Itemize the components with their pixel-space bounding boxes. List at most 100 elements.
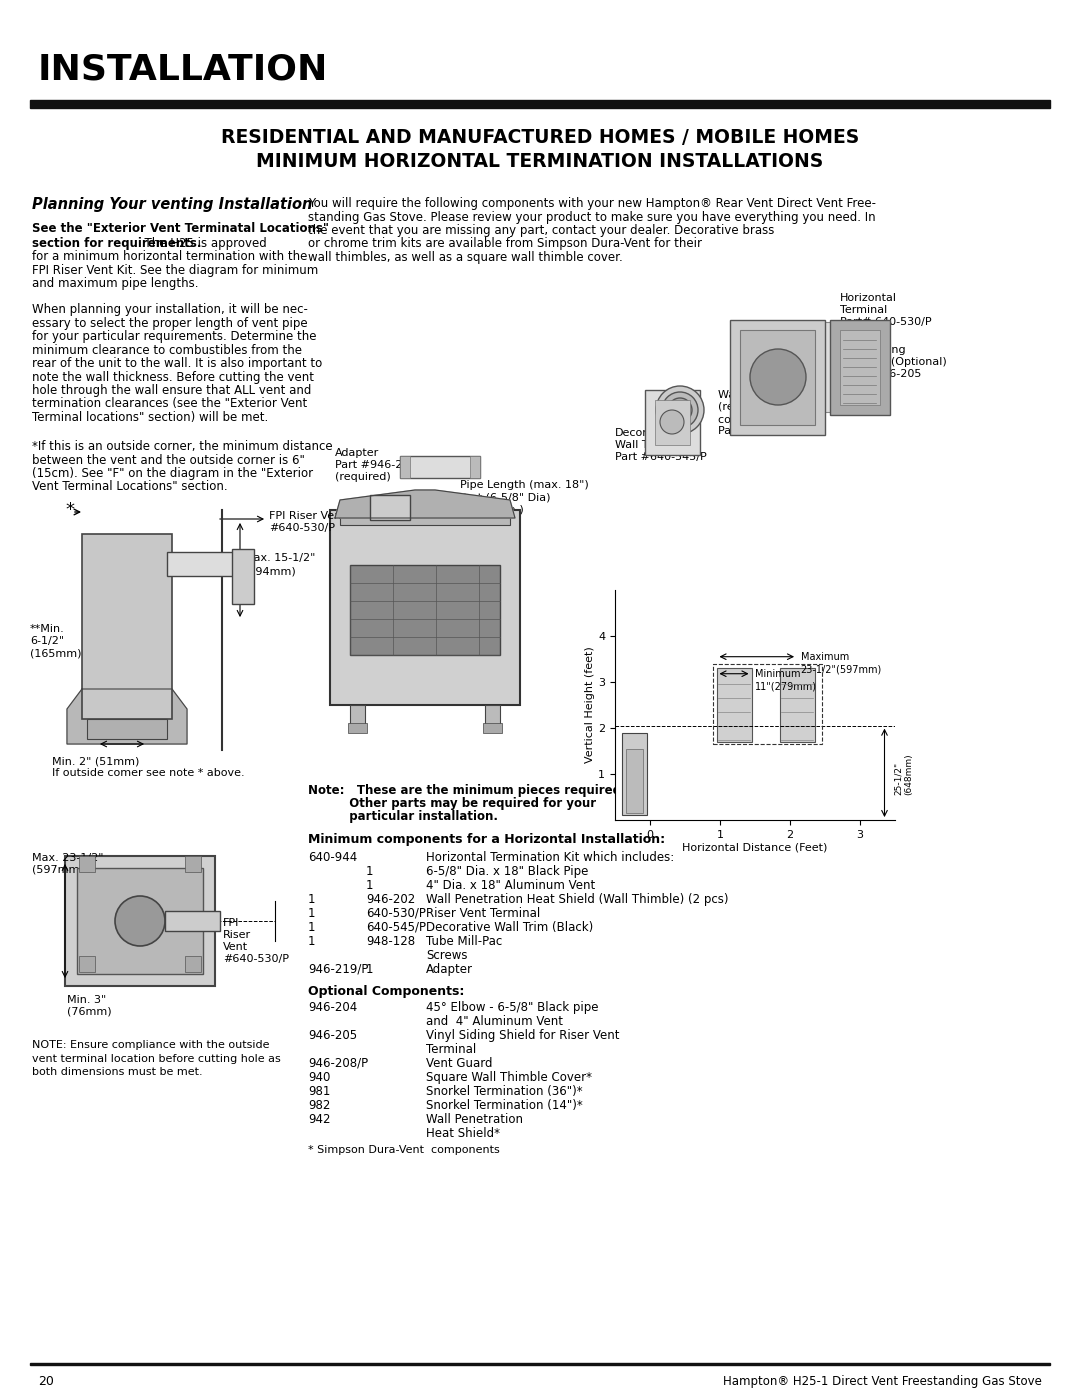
Circle shape — [662, 393, 698, 427]
Bar — [483, 724, 502, 733]
Text: 640-530/P: 640-530/P — [366, 907, 426, 921]
Text: See the "Exterior Vent Terminatal Locations": See the "Exterior Vent Terminatal Locati… — [32, 222, 329, 235]
Text: 1: 1 — [366, 879, 374, 893]
Bar — [30, 1363, 1050, 1365]
Text: (required): (required) — [335, 472, 391, 482]
Text: 6-1/2": 6-1/2" — [30, 636, 64, 645]
Bar — [77, 868, 203, 974]
Text: 640-545/P: 640-545/P — [366, 921, 426, 935]
Text: Min. 3": Min. 3" — [67, 995, 106, 1004]
Text: Screws: Screws — [426, 949, 468, 963]
Circle shape — [750, 349, 806, 405]
Text: 1: 1 — [366, 963, 374, 977]
Circle shape — [660, 409, 684, 434]
Text: 1: 1 — [308, 893, 315, 907]
Bar — [654, 400, 690, 446]
Text: Terminal locations" section) will be met.: Terminal locations" section) will be met… — [32, 411, 268, 425]
Text: Part# 640-530/P: Part# 640-530/P — [840, 317, 932, 327]
Bar — [400, 455, 410, 478]
Text: 982: 982 — [308, 1099, 330, 1112]
Bar — [30, 101, 1050, 108]
Text: 981: 981 — [308, 1085, 330, 1098]
Text: standing Gas Stove. Please review your product to make sure you have everything : standing Gas Stove. Please review your p… — [308, 211, 876, 224]
Bar — [822, 321, 887, 412]
Text: (394mm): (394mm) — [244, 566, 296, 576]
Text: Maximum: Maximum — [800, 652, 849, 662]
Text: Terminal: Terminal — [426, 1044, 476, 1056]
Text: Optional Components:: Optional Components: — [308, 985, 464, 997]
Text: 942: 942 — [308, 1113, 330, 1126]
Text: and maximum pipe lengths.: and maximum pipe lengths. — [32, 278, 199, 291]
Text: 946-204: 946-204 — [308, 1002, 357, 1014]
Text: Max. 15-1/2": Max. 15-1/2" — [244, 553, 315, 563]
Text: Adapter: Adapter — [426, 963, 473, 977]
Bar — [716, 668, 752, 742]
Text: or chrome trim kits are available from Simpson Dura-Vent for their: or chrome trim kits are available from S… — [308, 237, 702, 250]
Circle shape — [656, 386, 704, 434]
Text: Vinyl Siding: Vinyl Siding — [840, 345, 906, 355]
Text: (76mm): (76mm) — [67, 1007, 111, 1017]
Bar — [730, 320, 825, 434]
Text: Note:   These are the minimum pieces required.: Note: These are the minimum pieces requi… — [308, 784, 625, 798]
Text: Wall Thimble: Wall Thimble — [718, 390, 789, 400]
Bar — [348, 724, 367, 733]
Text: 20: 20 — [38, 1375, 54, 1389]
Text: Part #946-219/P: Part #946-219/P — [335, 460, 427, 469]
Text: * Simpson Dura-Vent  components: * Simpson Dura-Vent components — [308, 1146, 500, 1155]
Text: (15cm). See "F" on the diagram in the "Exterior: (15cm). See "F" on the diagram in the "E… — [32, 467, 313, 481]
Bar — [645, 390, 700, 455]
Bar — [840, 330, 880, 405]
Text: vent terminal location before cutting hole as: vent terminal location before cutting ho… — [32, 1053, 281, 1063]
Text: Vent Guard: Vent Guard — [426, 1058, 492, 1070]
Text: FPI Riser Vent Kit. See the diagram for minimum: FPI Riser Vent Kit. See the diagram for … — [32, 264, 319, 277]
Text: essary to select the proper length of vent pipe: essary to select the proper length of ve… — [32, 317, 308, 330]
Text: for a minimum horizontal termination with the: for a minimum horizontal termination wit… — [32, 250, 308, 264]
Text: Riser Vent Terminal: Riser Vent Terminal — [426, 907, 540, 921]
Text: Wall Penetration Heat Shield (Wall Thimble) (2 pcs): Wall Penetration Heat Shield (Wall Thimb… — [426, 893, 729, 907]
Bar — [79, 956, 95, 972]
Text: Tube Mill-Pac: Tube Mill-Pac — [426, 935, 502, 949]
Text: particular installation.: particular installation. — [308, 810, 498, 823]
Text: section for requirements.: section for requirements. — [32, 237, 202, 250]
Polygon shape — [335, 490, 515, 518]
Text: Minimum: Minimum — [755, 669, 800, 679]
Text: Decorative Wall Trim (Black): Decorative Wall Trim (Black) — [426, 921, 593, 935]
Text: note the wall thickness. Before cutting the vent: note the wall thickness. Before cutting … — [32, 370, 314, 384]
Text: rear of the unit to the wall. It is also important to: rear of the unit to the wall. It is also… — [32, 358, 322, 370]
Bar — [167, 552, 247, 576]
Text: 11"(279mm): 11"(279mm) — [755, 682, 816, 692]
Text: MINIMUM HORIZONTAL TERMINATION INSTALLATIONS: MINIMUM HORIZONTAL TERMINATION INSTALLAT… — [256, 152, 824, 170]
Bar — [232, 549, 254, 604]
Text: 946-208/P: 946-208/P — [308, 1058, 368, 1070]
Bar — [350, 705, 365, 725]
Text: RESIDENTIAL AND MANUFACTURED HOMES / MOBILE HOMES: RESIDENTIAL AND MANUFACTURED HOMES / MOB… — [221, 129, 859, 147]
Text: Horizontal: Horizontal — [840, 293, 897, 303]
Text: hole through the wall ensure that ALL vent and: hole through the wall ensure that ALL ve… — [32, 384, 311, 397]
Text: 946-205: 946-205 — [308, 1030, 357, 1042]
Text: wall thimbles, as well as a square wall thimble cover.: wall thimbles, as well as a square wall … — [308, 251, 623, 264]
Text: (597mm): (597mm) — [32, 865, 84, 875]
X-axis label: Horizontal Distance (Feet): Horizontal Distance (Feet) — [683, 842, 827, 852]
Bar — [485, 705, 500, 725]
Text: Planning Your venting Installation: Planning Your venting Installation — [32, 197, 312, 212]
Text: 640-944: 640-944 — [308, 851, 357, 863]
Text: Part # 946-202: Part # 946-202 — [718, 426, 804, 436]
Circle shape — [669, 398, 692, 422]
Text: Wall Penetration: Wall Penetration — [426, 1113, 523, 1126]
Text: 946-219/P: 946-219/P — [308, 963, 368, 977]
Bar — [185, 956, 201, 972]
Text: 1: 1 — [366, 865, 374, 877]
Bar — [370, 495, 410, 520]
Text: Square Wall Thimble Cover*: Square Wall Thimble Cover* — [426, 1071, 592, 1084]
Text: INSTALLATION: INSTALLATION — [38, 52, 328, 87]
Bar — [87, 719, 167, 739]
Polygon shape — [67, 689, 187, 745]
Text: When planning your installation, it will be nec-: When planning your installation, it will… — [32, 303, 308, 316]
Text: FPI Riser Vent: FPI Riser Vent — [269, 511, 346, 521]
Text: Terminal: Terminal — [840, 305, 888, 314]
Text: 948-128: 948-128 — [366, 935, 415, 949]
Text: 4" Dia. x 18" Aluminum Vent: 4" Dia. x 18" Aluminum Vent — [426, 879, 595, 893]
Text: Hampton® H25-1 Direct Vent Freestanding Gas Stove: Hampton® H25-1 Direct Vent Freestanding … — [724, 1375, 1042, 1389]
Text: **Min.: **Min. — [30, 624, 65, 634]
Text: *If this is an outside corner, the minimum distance: *If this is an outside corner, the minim… — [32, 440, 333, 453]
